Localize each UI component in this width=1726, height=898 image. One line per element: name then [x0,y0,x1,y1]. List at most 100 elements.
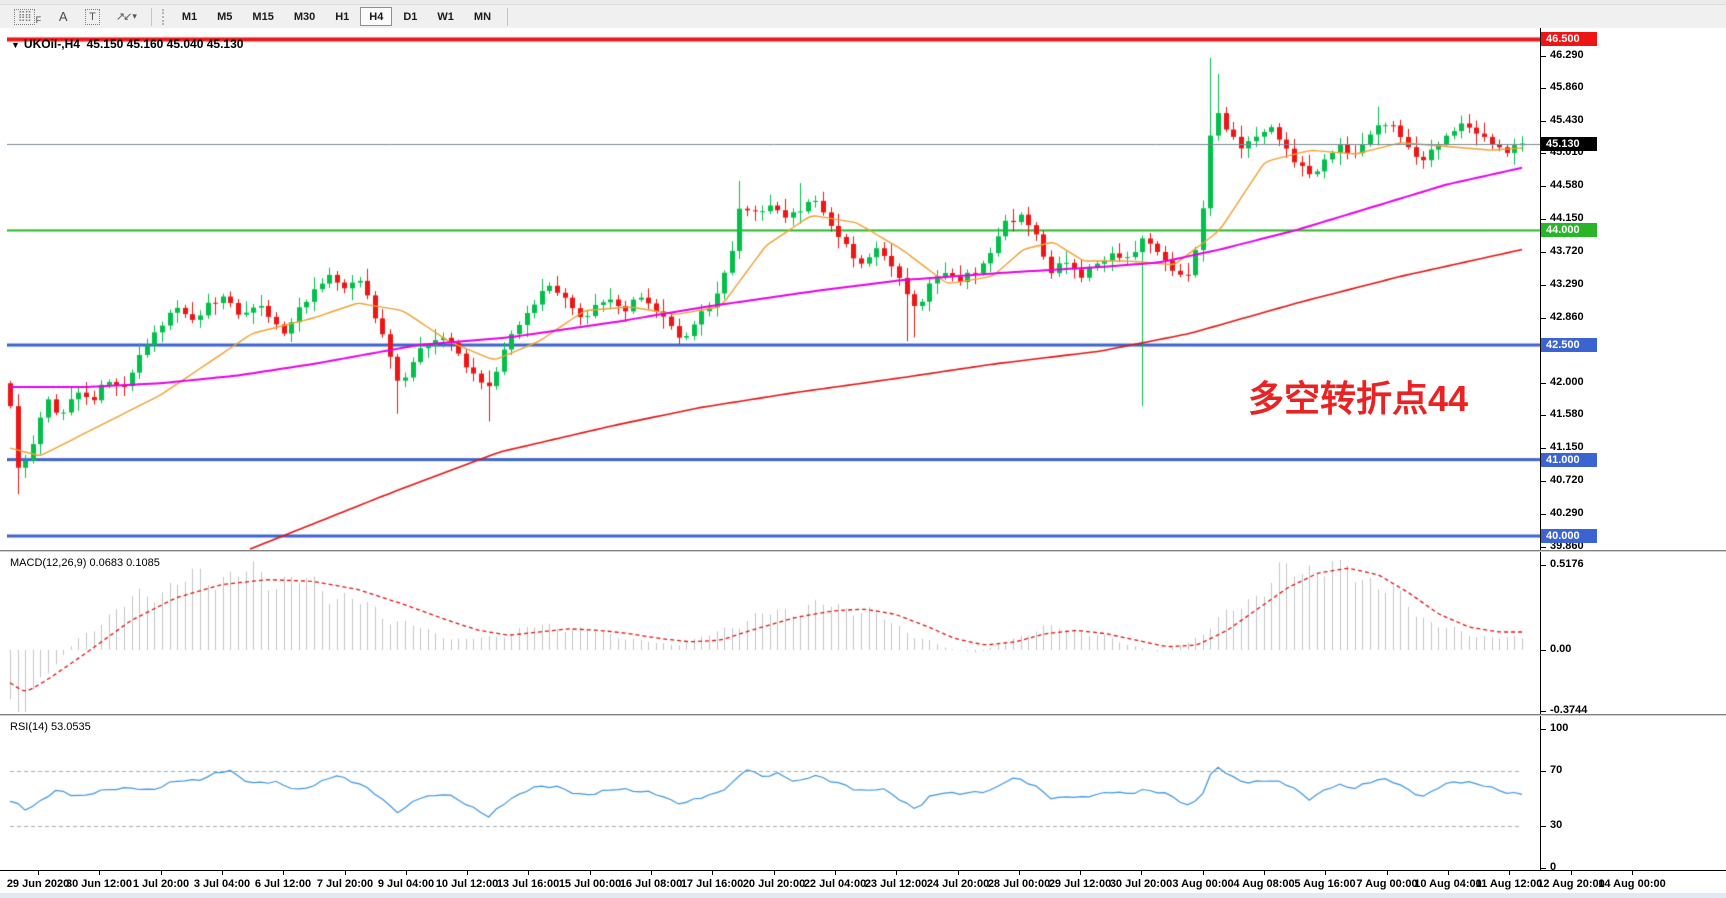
time-tick-mark [222,871,223,875]
time-tick-mark [1080,871,1081,875]
frame-tool-button[interactable]: ⣿⣿ F [7,7,48,27]
toolbar: ⣿⣿ F A T ↗↙ ▾ M1 M5 M15 M30 H1 H4 D1 W1 MN [0,0,1726,28]
axis-tick-mark [1541,547,1546,548]
axis-tick-mark [1541,481,1546,482]
price-level-tag: 42.500 [1541,338,1597,352]
chevron-down-icon[interactable]: ▾ [132,11,137,21]
time-label: 24 Jul 20:00 [926,878,990,890]
price-tick-label: 44.580 [1550,179,1584,191]
chart-annotation-text: 多空转折点44 [1248,378,1469,419]
rsi-plot[interactable] [7,716,1540,870]
macd-plot[interactable] [7,552,1540,714]
axis-tick-mark [1541,56,1546,57]
timeframe-button-mn[interactable]: MN [465,7,500,26]
price-chart-plot[interactable] [7,28,1540,550]
macd-tick-label: 0.5176 [1550,558,1584,570]
time-tick-mark [1019,871,1020,875]
time-label: 7 Aug 00:00 [1356,878,1418,890]
time-tick-mark [1448,871,1449,875]
panel-divider-2[interactable] [0,714,1726,716]
time-label: 20 Jul 20:00 [742,878,806,890]
time-label: 6 Jul 12:00 [254,878,312,890]
axis-tick-mark [1541,868,1546,869]
time-tick-mark [99,871,100,875]
timeframe-button-w1[interactable]: W1 [428,7,463,26]
axis-tick-mark [1541,826,1546,827]
time-label: 28 Jul 00:00 [987,878,1051,890]
font-tool-button[interactable]: A [50,7,76,27]
timeframe-button-m5[interactable]: M5 [208,7,241,26]
time-label: 12 Aug 20:00 [1537,878,1605,890]
timeframe-button-h4[interactable]: H4 [360,7,393,26]
macd-tick-label: 0.00 [1550,643,1572,655]
toolbar-separator [150,7,152,26]
timeframe-group: M1 M5 M15 M30 H1 H4 D1 W1 MN [172,7,501,26]
price-tick-label: 39.860 [1550,540,1584,552]
axis-tick-mark [1541,153,1546,154]
time-label: 22 Jul 04:00 [803,878,867,890]
rsi-tick-label: 30 [1550,819,1563,831]
time-tick-mark [1325,871,1326,875]
toolbar-drag-handle[interactable] [161,8,168,25]
time-label: 1 Jul 20:00 [132,878,190,890]
time-label: 7 Jul 20:00 [316,878,374,890]
cursor-tool-button[interactable]: ↗↙ ▾ [109,7,144,27]
timeframe-button-m30[interactable]: M30 [285,7,324,26]
price-tick-label: 41.580 [1550,408,1584,420]
time-label: 11 Aug 12:00 [1475,878,1543,890]
axis-tick-mark [1541,650,1546,651]
axis-tick-mark [1541,771,1546,772]
ohlc-readout: 45.150 45.160 45.040 45.130 [86,37,244,51]
time-tick-mark [467,871,468,875]
price-level-tag: 41.000 [1541,453,1597,467]
axis-tick-mark [1541,415,1546,416]
time-tick-mark [1264,871,1265,875]
time-label: 3 Jul 04:00 [193,878,251,890]
text-label-tool-button[interactable]: T [78,7,107,27]
time-label: 30 Jun 12:00 [65,878,133,890]
time-tick-mark [1571,871,1572,875]
price-tick-label: 42.000 [1550,376,1584,388]
frame-grid-icon: ⣿⣿ [14,8,35,25]
time-tick-mark [774,871,775,875]
timeframe-button-m15[interactable]: M15 [243,7,282,26]
symbol-dropdown-icon[interactable]: ▼ [11,40,20,50]
time-tick-mark [406,871,407,875]
time-tick-mark [1203,871,1204,875]
price-tick-label: 41.150 [1550,441,1584,453]
axis-tick-mark [1541,252,1546,253]
macd-label: MACD(12,26,9) 0.0683 0.1085 [10,557,160,569]
rsi-panel: RSI(14) 53.0535 100 70 30 0 [0,716,1726,873]
macd-axis[interactable]: 0.5176 0.00 -0.3744 [1540,552,1726,716]
rsi-label: RSI(14) 53.0535 [10,721,91,733]
price-axis[interactable]: 46.290 45.860 45.430 45.010 44.580 44.150 43.7… [1540,28,1726,552]
time-label: 17 Jul 16:00 [680,878,744,890]
macd-tick-label: -0.3744 [1550,704,1588,716]
price-level-tag: 44.000 [1541,223,1597,237]
time-label: 29 Jul 12:00 [1048,878,1112,890]
time-tick-mark [1632,871,1633,875]
rsi-axis[interactable]: 100 70 30 0 [1540,716,1726,873]
time-tick-mark [38,871,39,875]
rsi-tick-label: 70 [1550,764,1563,776]
current-price-tag: 45.130 [1541,137,1597,151]
time-tick-mark [1509,871,1510,875]
timeframe-button-d1[interactable]: D1 [394,7,426,26]
bottom-strip [0,893,1726,898]
time-tick-mark [283,871,284,875]
price-tick-label: 42.860 [1550,311,1584,323]
time-label: 15 Jul 00:00 [558,878,622,890]
time-tick-mark [958,871,959,875]
toolbar-separator-2 [507,7,509,26]
timeframe-button-h1[interactable]: H1 [326,7,358,26]
macd-panel: MACD(12,26,9) 0.0683 0.1085 0.5176 0.00 -0… [0,552,1726,716]
timeframe-button-m1[interactable]: M1 [173,7,206,26]
time-label: 10 Jul 12:00 [435,878,499,890]
axis-tick-mark [1541,121,1546,122]
price-tick-label: 43.290 [1550,278,1584,290]
time-label: 23 Jul 12:00 [864,878,928,890]
time-label: 4 Aug 08:00 [1233,878,1295,890]
panel-divider-1[interactable] [0,550,1726,552]
diagonal-arrows-icon: ↗↙ [115,11,133,23]
time-tick-mark [590,871,591,875]
